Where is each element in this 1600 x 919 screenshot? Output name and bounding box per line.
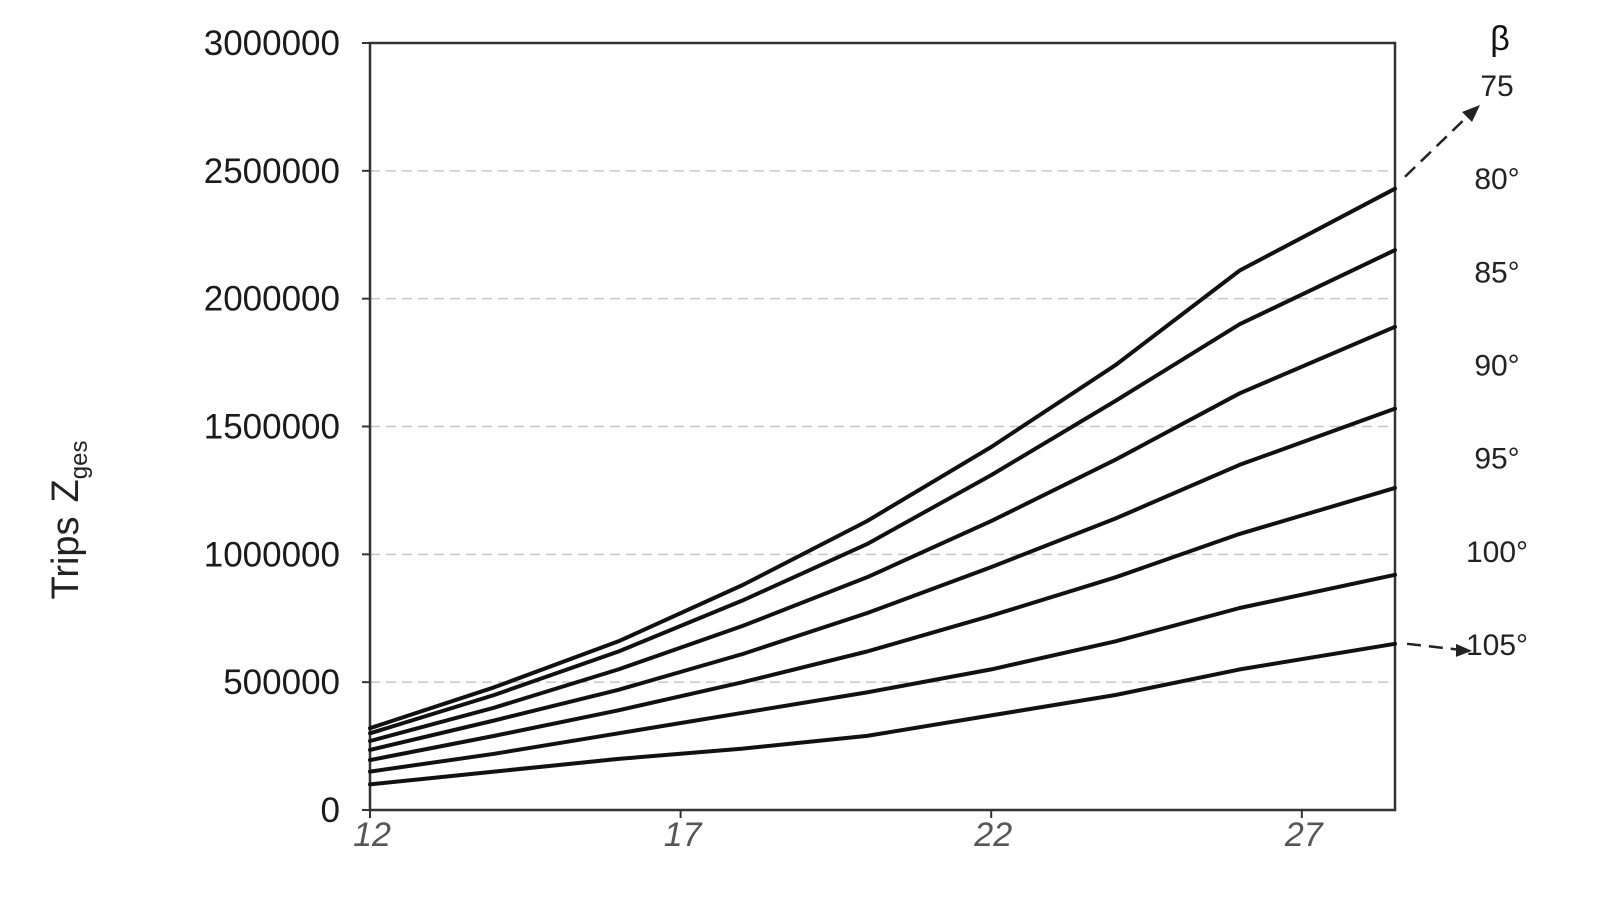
y-tick-label: 2500000 [204,152,340,191]
series-label: 100° [1466,536,1528,569]
series-line [368,186,1397,731]
series-label: 75 [1480,70,1513,103]
y-axis-label-group: TripsZges [45,441,93,600]
series-line [368,406,1397,752]
x-tick-label: 27 [1284,816,1324,854]
series-line [368,248,1397,736]
arrow-top-line [1404,111,1473,178]
arrow-top-head [1462,105,1480,122]
y-tick-label: 2000000 [204,280,340,319]
ticks-layer: 0 500000 1000000 1500000 2000000 2500000 30000… [204,24,1324,854]
grid-layer [370,42,1395,683]
x-tick-label: 12 [353,816,391,854]
series-line [368,572,1397,774]
series-label: 105° [1466,629,1528,662]
y-axis-label: TripsZges [45,441,93,600]
y-tick-label: 3000000 [204,24,340,63]
y-tick-label: 500000 [223,663,340,702]
labels-layer: 75 80° 85° 90° 95° 100° 105° [1404,70,1528,662]
series-line [368,324,1397,743]
series-label: 95° [1474,443,1519,476]
y-tick-label: 0 [321,791,340,830]
y-tick-label: 1000000 [204,535,340,574]
series-layer [368,186,1397,787]
series-line [368,485,1397,763]
series-label: 85° [1474,256,1519,289]
series-label: 80° [1474,163,1519,196]
x-tick-label: 17 [664,816,703,854]
series-line [368,641,1397,787]
x-tick-label: 22 [973,816,1012,854]
arrow-bottom-head [1456,643,1472,657]
legend-title: β [1490,20,1510,58]
y-tick-label: 1500000 [204,408,340,447]
arrow-bottom-line [1406,642,1461,652]
series-label: 90° [1474,350,1519,383]
